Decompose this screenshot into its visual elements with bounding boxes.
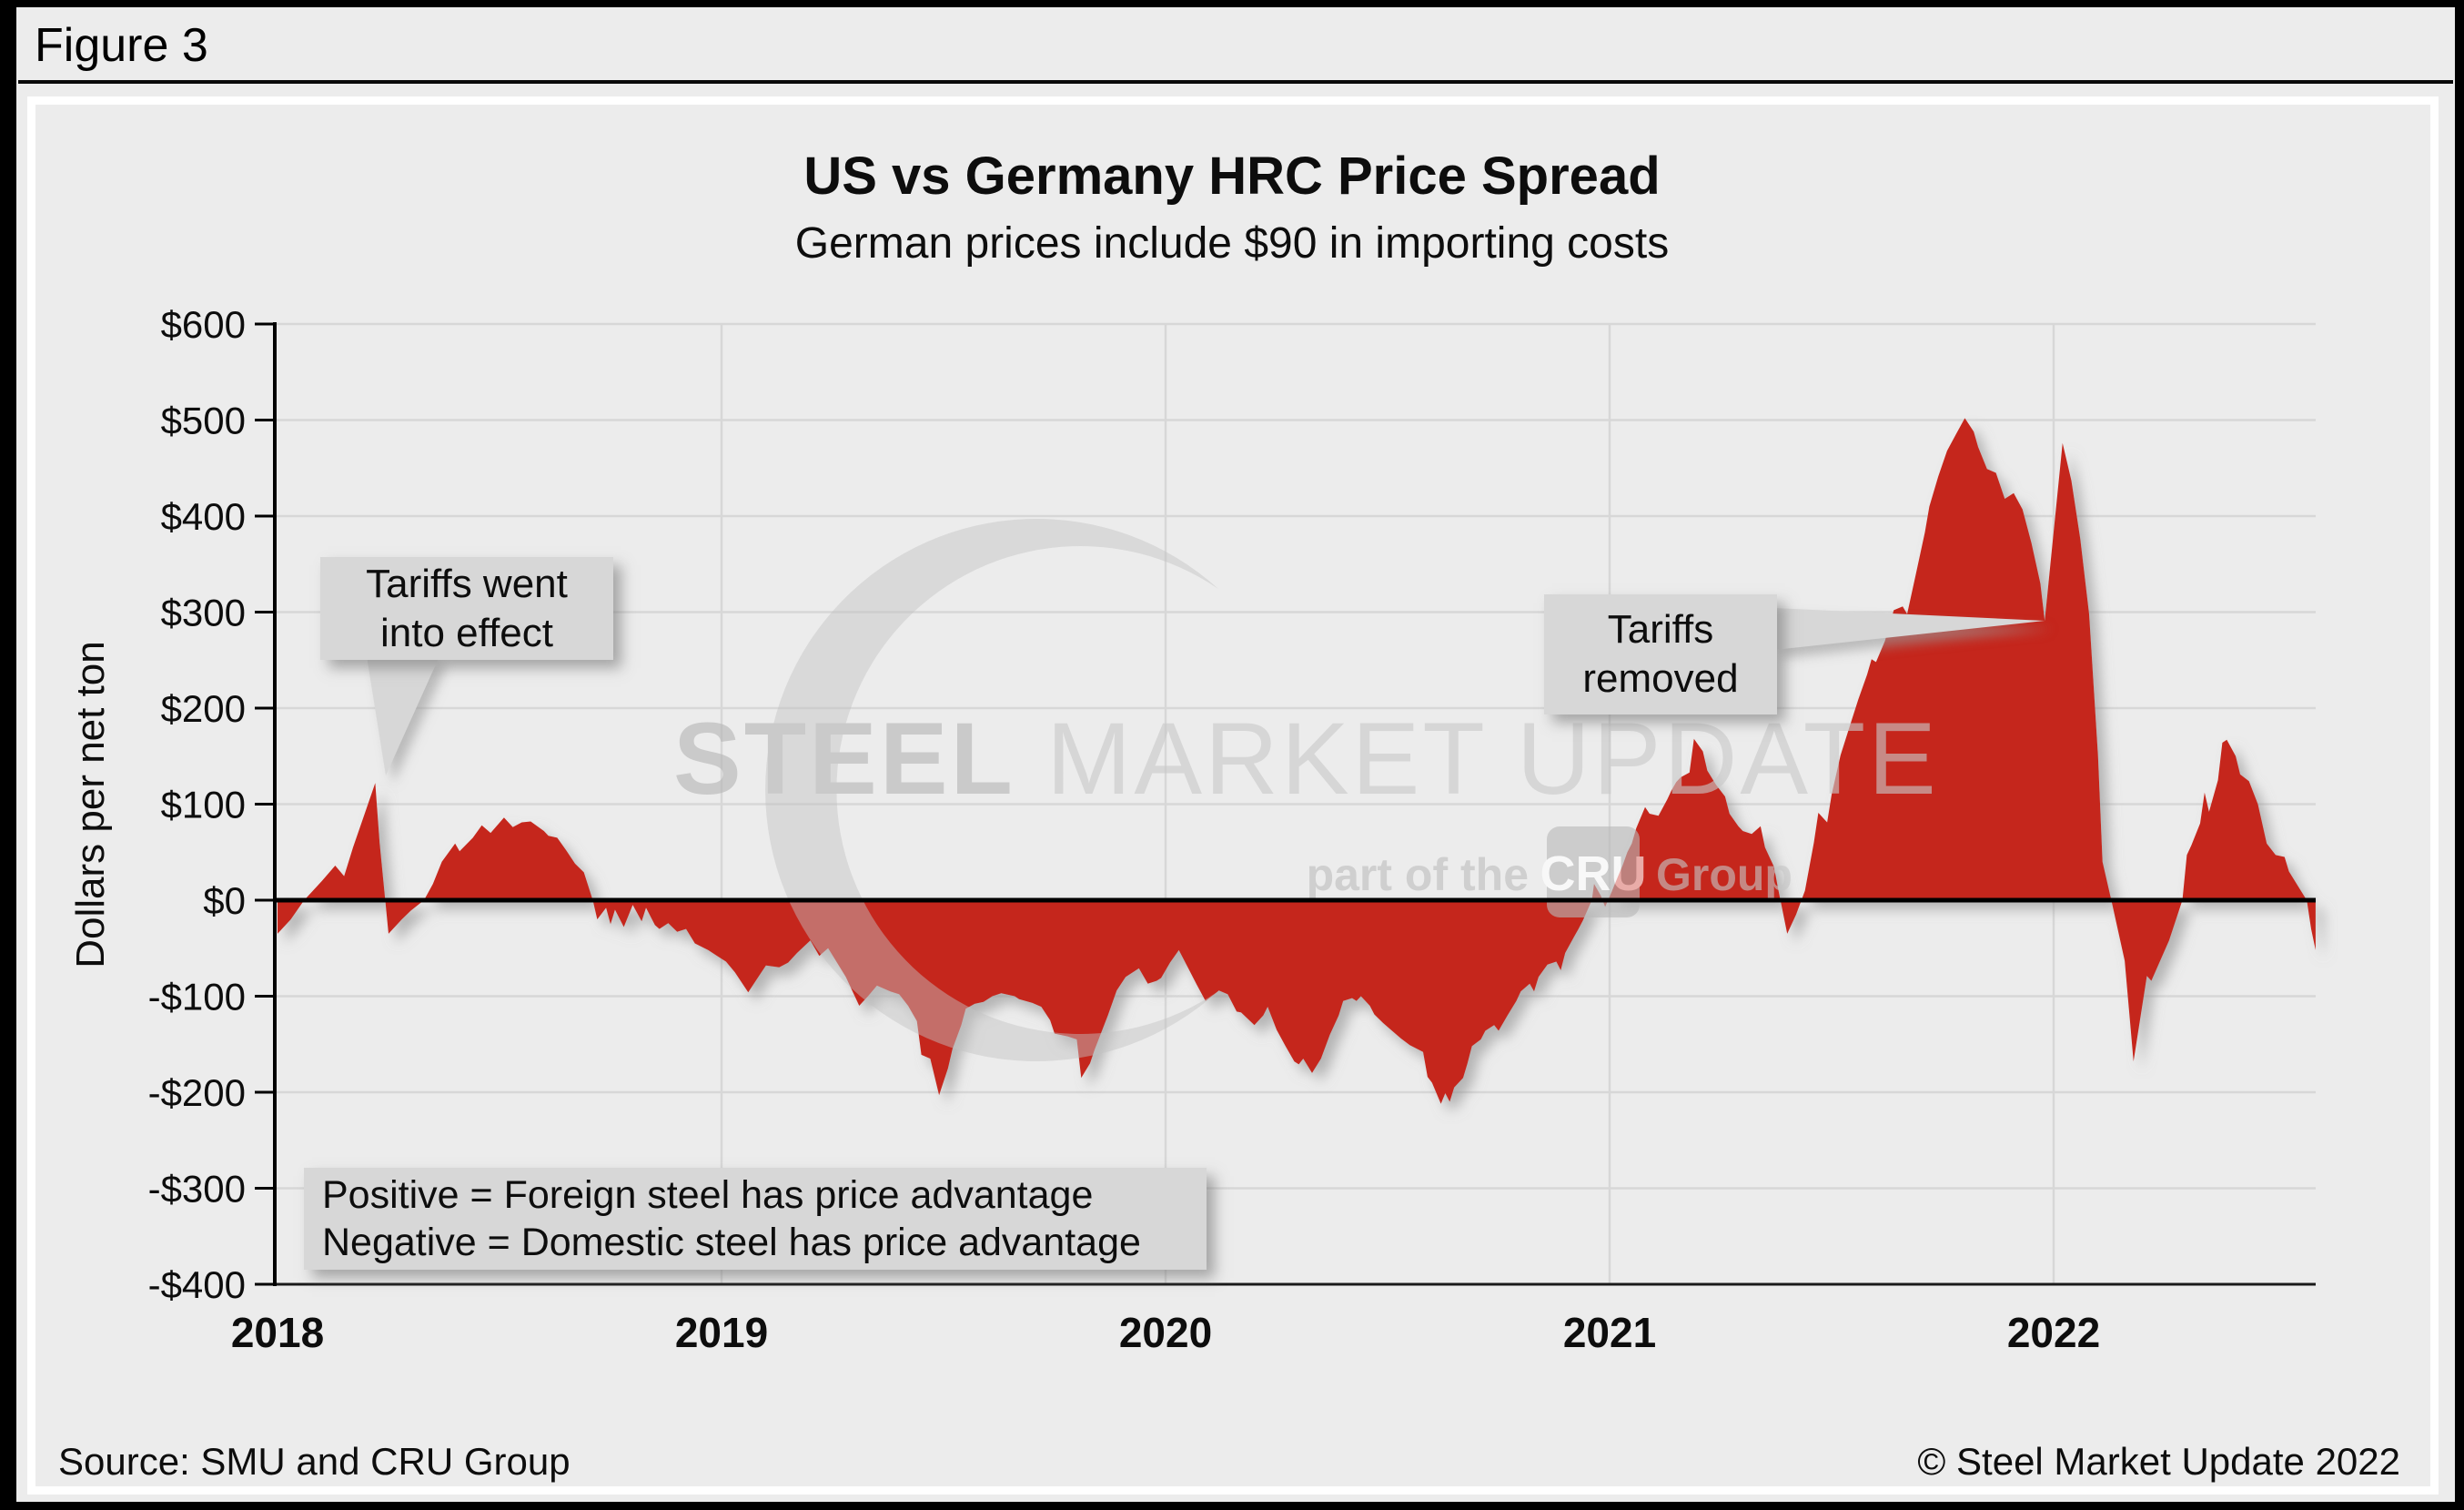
source-note: Source: SMU and CRU Group [58,1440,571,1483]
figure-label: Figure 3 [35,19,208,72]
legend-positive-line: Positive = Foreign steel has price advan… [322,1173,1094,1217]
x-tick-label: 2022 [2007,1309,2100,1356]
y-tick-label: $100 [161,784,246,826]
spread-area-series [278,418,2316,1104]
copyright-note: © Steel Market Update 2022 [1917,1440,2400,1483]
y-tick-label: -$300 [148,1168,246,1211]
callout-line: Tariffs [1607,607,1714,652]
watermark-market-update: MARKET UPDATE [1015,702,1939,816]
callout-tariffs-effect: Tariffs went into effect [320,557,613,660]
chart-subtitle: German prices include $90 in importing c… [794,219,1670,268]
y-tick-label: -$400 [148,1263,246,1306]
callout-line: into effect [380,610,553,655]
watermark-steel: STEEL [673,702,1015,816]
x-tick-label: 2018 [231,1309,324,1356]
cru-logo-box-icon [1547,826,1640,917]
callout-tariffs-removed: Tariffs removed [1544,594,1777,714]
area-series-layer [278,418,2316,1104]
x-tick-label: 2021 [1563,1309,1656,1356]
callout-tail-tariffs-effect [367,656,439,775]
chart-title: US vs Germany HRC Price Spread [803,147,1661,206]
y-tick-label: $200 [161,687,246,730]
watermark-cru: CRU [1540,846,1647,901]
y-tick-label: -$200 [148,1071,246,1114]
y-tick-label: -$100 [148,976,246,1018]
y-tick-label: $0 [203,879,246,922]
x-tick-label: 2019 [675,1309,768,1356]
callout-line: Tariffs went [366,561,568,606]
callout-line: removed [1582,656,1739,701]
callout-tails [367,608,2045,775]
watermark: STEEL MARKET UPDATE part of the CRU Grou… [673,519,1939,1062]
watermark-group: Group [1656,849,1792,900]
figure-divider [18,80,2453,84]
y-axis-title: Dollars per net ton [68,641,113,968]
tick-labels: $600 $500 $400 $300 $200 $100 $0 -$100 -$200 -$30… [148,303,2101,1356]
y-tick-label: $500 [161,400,246,442]
watermark-wordmark: STEEL MARKET UPDATE [673,702,1939,816]
axes [255,322,2316,1286]
watermark-part-of-the: part of the [1307,849,1529,900]
x-tick-label: 2020 [1119,1309,1212,1356]
sign-legend: Positive = Foreign steel has price advan… [304,1168,1207,1270]
legend-negative-line: Negative = Domestic steel has price adva… [322,1221,1141,1264]
y-tick-label: $600 [161,303,246,346]
y-tick-label: $400 [161,495,246,538]
callout-tail-tariffs-removed [1774,608,2045,650]
y-tick-label: $300 [161,592,246,634]
